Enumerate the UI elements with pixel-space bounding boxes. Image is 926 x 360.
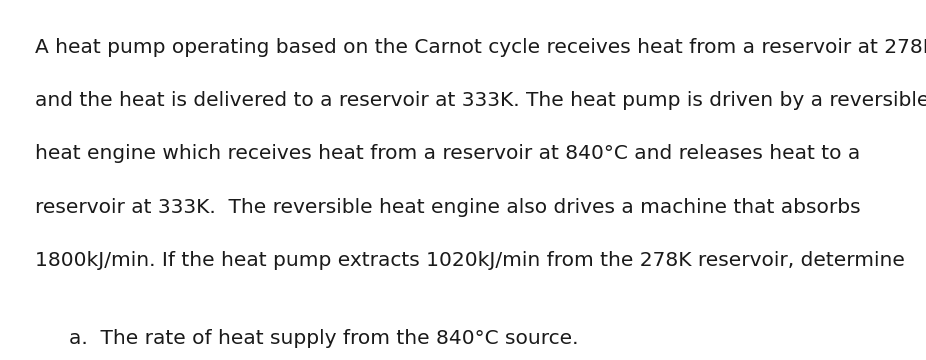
Text: a.  The rate of heat supply from the 840°C source.: a. The rate of heat supply from the 840°… xyxy=(69,329,579,348)
Text: A heat pump operating based on the Carnot cycle receives heat from a reservoir a: A heat pump operating based on the Carno… xyxy=(35,38,926,57)
Text: and the heat is delivered to a reservoir at 333K. The heat pump is driven by a r: and the heat is delivered to a reservoir… xyxy=(35,91,926,110)
Text: 1800kJ/min. If the heat pump extracts 1020kJ/min from the 278K reservoir, determ: 1800kJ/min. If the heat pump extracts 10… xyxy=(35,251,905,270)
Text: heat engine which receives heat from a reservoir at 840°C and releases heat to a: heat engine which receives heat from a r… xyxy=(35,144,860,163)
Text: reservoir at 333K.  The reversible heat engine also drives a machine that absorb: reservoir at 333K. The reversible heat e… xyxy=(35,198,861,217)
